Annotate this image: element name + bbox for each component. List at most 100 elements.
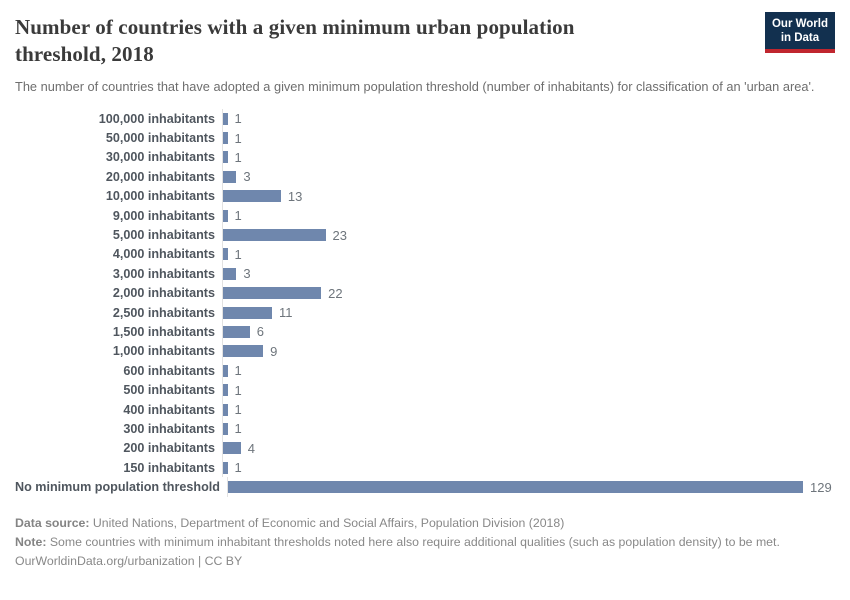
- bar-track: 9: [222, 341, 835, 362]
- value-label: 1: [234, 421, 242, 437]
- bar[interactable]: [223, 267, 237, 280]
- bar-track: 23: [222, 225, 835, 245]
- bar[interactable]: [223, 287, 322, 300]
- bar[interactable]: [223, 422, 228, 435]
- category-label: 30,000 inhabitants: [105, 150, 215, 165]
- bar-row: No minimum population threshold 129: [15, 477, 835, 497]
- bar[interactable]: [223, 170, 237, 183]
- value-label: 23: [332, 227, 347, 243]
- bar-row: 1,500 inhabitants 6: [15, 322, 835, 342]
- chart-subtitle: The number of countries that have adopte…: [15, 79, 815, 94]
- bar[interactable]: [223, 364, 228, 377]
- bar[interactable]: [223, 151, 228, 164]
- owid-logo[interactable]: Our World in Data: [764, 12, 835, 53]
- note-label: Note:: [15, 534, 47, 549]
- bar-row: 4,000 inhabitants 1: [15, 244, 835, 265]
- data-source-label: Data source:: [15, 515, 90, 530]
- category-label: 400 inhabitants: [123, 402, 215, 417]
- category-label: 4,000 inhabitants: [112, 247, 215, 262]
- value-label: 1: [234, 208, 242, 224]
- value-label: 1: [234, 382, 242, 398]
- owid-logo-line1: Our World: [771, 18, 828, 30]
- bar[interactable]: [223, 112, 228, 125]
- bar-row: 10,000 inhabitants 13: [15, 186, 835, 206]
- value-label: 3: [243, 169, 251, 185]
- bar-track: 11: [222, 302, 835, 323]
- category-label: 3,000 inhabitants: [112, 266, 215, 281]
- bar[interactable]: [223, 132, 228, 145]
- value-label: 4: [247, 440, 256, 456]
- chart-footer: Data source: United Nations, Department …: [0, 514, 850, 571]
- bar-track: 1: [222, 147, 835, 168]
- bar[interactable]: [223, 345, 264, 358]
- note-line: Note: Some countries with minimum inhabi…: [15, 533, 835, 552]
- bar[interactable]: [223, 209, 228, 222]
- bar-track: 3: [222, 264, 835, 284]
- category-label: 500 inhabitants: [123, 383, 215, 398]
- bar-chart: 100,000 inhabitants 1 50,000 inhabitants 1 3…: [0, 109, 850, 497]
- bar-track: 1: [222, 458, 835, 478]
- attribution-line: OurWorldinData.org/urbanization | CC BY: [15, 553, 243, 568]
- page-title: Number of countries with a given minimum…: [15, 15, 575, 66]
- category-label: 50,000 inhabitants: [105, 131, 215, 146]
- bar-track: 129: [227, 477, 835, 497]
- category-label: 600 inhabitants: [123, 363, 215, 378]
- bar-row: 500 inhabitants 1: [15, 380, 835, 400]
- value-label: 1: [234, 363, 242, 379]
- bar-track: 6: [222, 322, 835, 342]
- category-label: 1,500 inhabitants: [112, 324, 215, 339]
- bar[interactable]: [223, 229, 326, 242]
- value-label: 11: [279, 305, 293, 321]
- data-source-line: Data source: United Nations, Department …: [15, 514, 835, 533]
- category-label: 5,000 inhabitants: [112, 228, 215, 243]
- value-label: 9: [270, 343, 278, 359]
- bar-row: 1,000 inhabitants 9: [15, 341, 835, 362]
- bar-row: 30,000 inhabitants 1: [15, 147, 835, 168]
- bar-row: 2,500 inhabitants 11: [15, 302, 835, 323]
- value-label: 6: [256, 324, 264, 340]
- category-label: 10,000 inhabitants: [105, 189, 215, 204]
- bar-row: 300 inhabitants 1: [15, 419, 835, 439]
- bar-track: 1: [222, 128, 835, 148]
- bar-track: 1: [222, 205, 835, 226]
- bar[interactable]: [223, 190, 281, 203]
- bar-row: 9,000 inhabitants 1: [15, 205, 835, 226]
- category-label: 1,000 inhabitants: [112, 344, 215, 359]
- bar[interactable]: [223, 461, 228, 474]
- category-label: 100,000 inhabitants: [98, 111, 215, 126]
- bar[interactable]: [223, 306, 272, 319]
- bar-row: 600 inhabitants 1: [15, 361, 835, 381]
- bar[interactable]: [223, 442, 241, 455]
- category-label: 200 inhabitants: [123, 441, 215, 456]
- bar-row: 2,000 inhabitants 22: [15, 283, 835, 303]
- bar[interactable]: [223, 325, 250, 338]
- category-label: No minimum population threshold: [15, 480, 220, 495]
- bar-track: 1: [222, 244, 835, 265]
- category-label: 2,500 inhabitants: [112, 305, 215, 320]
- bar-track: 3: [222, 167, 835, 187]
- bar[interactable]: [223, 384, 228, 397]
- bar-row: 3,000 inhabitants 3: [15, 264, 835, 284]
- bar[interactable]: [228, 481, 803, 494]
- value-label: 1: [234, 402, 242, 418]
- bar-row: 20,000 inhabitants 3: [15, 167, 835, 187]
- value-label: 1: [234, 460, 242, 476]
- bar-track: 1: [222, 380, 835, 400]
- bar-track: 1: [222, 399, 835, 420]
- category-label: 20,000 inhabitants: [105, 169, 215, 184]
- value-label: 13: [287, 188, 303, 204]
- category-label: 2,000 inhabitants: [112, 286, 215, 301]
- bar-track: 4: [222, 438, 835, 459]
- value-label: 1: [234, 111, 242, 127]
- bar-track: 22: [222, 283, 835, 303]
- bar-track: 1: [222, 361, 835, 381]
- bar-track: 13: [222, 186, 835, 206]
- bar[interactable]: [223, 403, 228, 416]
- category-label: 9,000 inhabitants: [112, 208, 215, 223]
- bar[interactable]: [223, 248, 228, 261]
- bar-row: 400 inhabitants 1: [15, 399, 835, 420]
- value-label: 1: [234, 246, 242, 262]
- value-label: 1: [234, 149, 242, 165]
- value-label: 129: [810, 479, 832, 495]
